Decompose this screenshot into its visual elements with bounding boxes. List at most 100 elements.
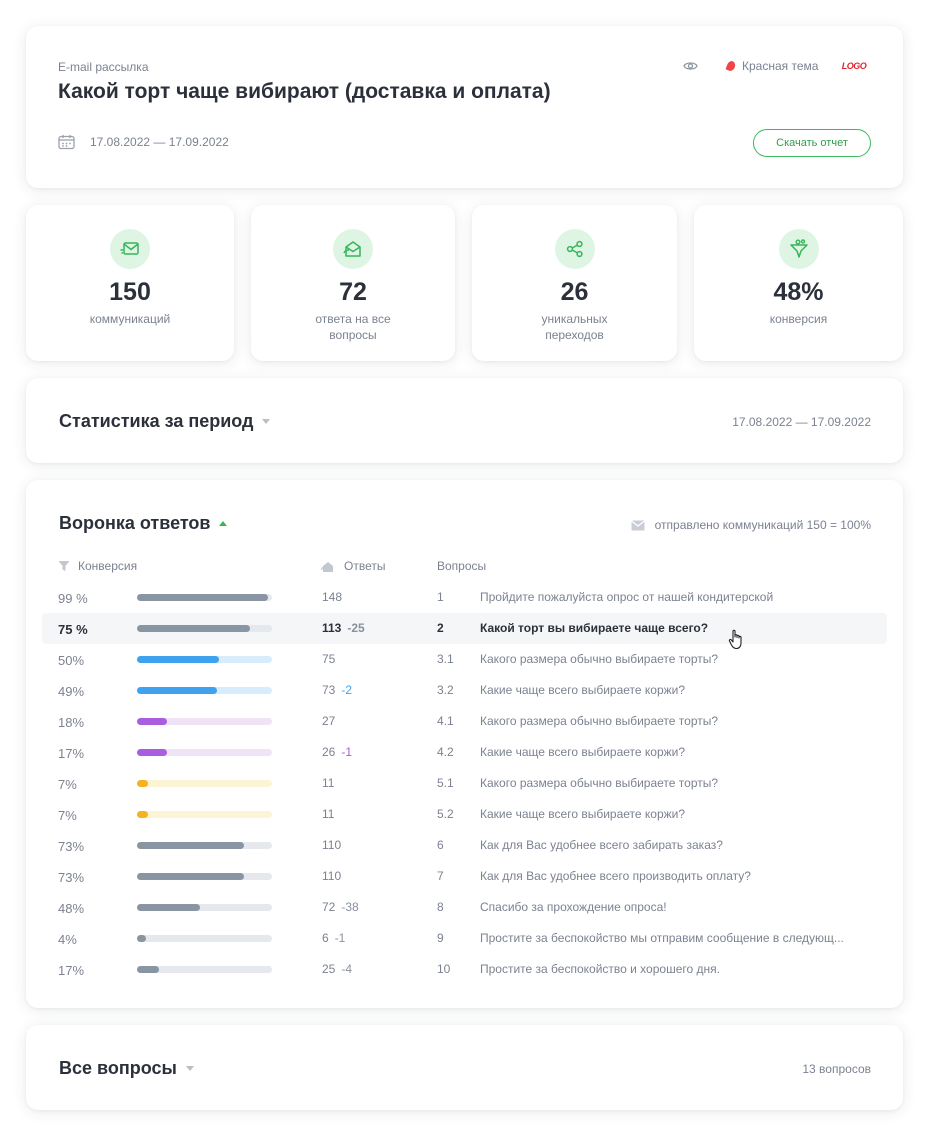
question-number: 9: [437, 931, 444, 945]
funnel-row[interactable]: 4% 6 -1 9 Простите за беспокойство мы отправ…: [42, 923, 887, 954]
stat-card-communications: 150 коммуникаций: [26, 205, 234, 361]
answers-funnel-section: Воронка ответов отправлено коммуникаций …: [26, 480, 903, 1008]
conversion-bar: [137, 904, 272, 911]
date-range-text: 17.08.2022 — 17.09.2022: [90, 135, 229, 149]
survey-header-card: E-mail рассылка Какой торт чаще вибирают…: [26, 26, 903, 188]
funnel-row[interactable]: 48% 72 -38 8 Спасибо за прохождение опроса!: [42, 892, 887, 923]
conversion-bar-fill: [137, 873, 244, 880]
conversion-bar-fill: [137, 594, 268, 601]
conversion-bar-fill: [137, 842, 244, 849]
survey-date-range: 17.08.2022 — 17.09.2022: [58, 134, 229, 150]
share-icon: [554, 229, 595, 269]
answers-delta: -1: [341, 745, 353, 759]
all-questions-section[interactable]: Все вопросы 13 вопросов: [26, 1025, 903, 1110]
funnel-row[interactable]: 7% 11 5.2 Какие чаще всего выбираете коржи?: [42, 799, 887, 830]
download-report-button[interactable]: Скачать отчет: [753, 129, 871, 157]
period-section-title: Статистика за период: [59, 411, 254, 431]
stat-card-conversion: 48% конверсия: [694, 205, 903, 361]
conversion-bar-fill: [137, 749, 167, 756]
conversion-percent: 99 %: [58, 591, 88, 606]
conversion-percent: 73%: [58, 870, 85, 885]
question-text: Спасибо за прохождение опроса!: [480, 900, 667, 914]
funnel-row[interactable]: 99 % 148 1 Пройдите пожалуйста опрос от наш…: [42, 582, 887, 613]
answers-value: 148: [322, 590, 343, 604]
conversion-percent: 49%: [58, 684, 85, 699]
question-text: Какие чаще всего выбираете коржи?: [480, 745, 686, 759]
stat-card-answers: 72 ответа на все вопросы: [251, 205, 455, 361]
answers-count: 110: [322, 869, 347, 883]
period-date-range: 17.08.2022 — 17.09.2022: [732, 415, 871, 429]
conversion-bar: [137, 811, 272, 818]
conversion-bar-fill: [137, 966, 159, 973]
conversion-percent: 17%: [58, 746, 85, 761]
question-number: 1: [437, 590, 444, 604]
conversion-bar-fill: [137, 904, 201, 911]
theme-color-icon: [725, 59, 737, 73]
sent-communications-text: отправлено коммуникаций 150 = 100%: [654, 518, 871, 532]
conversion-bar: [137, 966, 272, 973]
answers-value: 110: [322, 869, 342, 883]
funnel-row[interactable]: 49% 73 -2 3.2 Какие чаще всего выбираете кор…: [42, 675, 887, 706]
question-text: Какой торт вы вибираете чаще всего?: [480, 621, 709, 635]
funnel-row[interactable]: 18% 27 4.1 Какого размера обычно выбираете …: [42, 706, 887, 737]
funnel-row[interactable]: 17% 26 -1 4.2 Какие чаще всего выбираете кор…: [42, 737, 887, 768]
question-number: 5.1: [437, 776, 454, 790]
column-header-conversion: Конверсия: [58, 559, 137, 573]
question-text: Как для Вас удобнее всего производить оп…: [480, 869, 751, 883]
question-number: 4.2: [437, 745, 454, 759]
question-text: Простите за беспокойство и хорошего дня.: [480, 962, 720, 976]
stat-value: 72: [339, 278, 367, 306]
calendar-icon: [58, 135, 75, 150]
sent-communications-info: отправлено коммуникаций 150 = 100%: [630, 518, 871, 532]
stat-label: коммуникаций: [89, 312, 171, 326]
answers-count: 26 -1: [322, 745, 352, 759]
period-section-toggle[interactable]: Статистика за период: [59, 411, 271, 432]
answers-value: 11: [322, 807, 335, 821]
all-questions-toggle[interactable]: Все вопросы: [59, 1058, 194, 1079]
question-text: Какого размера обычно выбираете торты?: [480, 714, 719, 728]
theme-selector[interactable]: Красная тема: [725, 59, 818, 73]
conversion-bar: [137, 873, 272, 880]
answers-value: 75: [322, 652, 336, 666]
answers-value: 113: [322, 621, 342, 635]
funnel-row[interactable]: 75 % 113 -25 2 Какой торт вы вибираете чаще …: [42, 613, 887, 644]
answers-delta: -1: [334, 931, 346, 945]
funnel-row[interactable]: 73% 110 6 Как для Вас удобнее всего забират…: [42, 830, 887, 861]
conversion-bar: [137, 842, 272, 849]
eye-icon[interactable]: [683, 60, 698, 72]
period-stats-section[interactable]: Статистика за период 17.08.2022 — 17.09.…: [26, 378, 903, 463]
funnel-row[interactable]: 7% 11 5.1 Какого размера обычно выбираете т…: [42, 768, 887, 799]
conversion-bar-fill: [137, 935, 147, 942]
hand-cursor-icon: [728, 629, 742, 650]
stat-value: 26: [560, 278, 589, 306]
question-text: Какого размера обычно выбираете торты?: [480, 776, 719, 790]
funnel-section-title: Воронка ответов: [59, 513, 211, 533]
survey-type-label: E-mail рассылка: [58, 60, 149, 74]
funnel-row[interactable]: 73% 110 7 Как для Вас удобнее всего произво…: [42, 861, 887, 892]
question-text: Как для Вас удобнее всего забирать заказ…: [480, 838, 723, 852]
conversion-bar: [137, 625, 272, 632]
question-number: 8: [437, 900, 444, 914]
answers-delta: -2: [341, 683, 353, 697]
conversion-percent: 17%: [58, 963, 85, 978]
conversion-bar-fill: [137, 625, 251, 632]
funnel-section-toggle[interactable]: Воронка ответов: [59, 513, 228, 534]
column-header-label: Ответы: [344, 559, 386, 573]
question-text: Какого размера обычно выбираете торты?: [480, 652, 719, 666]
conversion-bar: [137, 935, 272, 942]
answers-value: 26: [322, 745, 336, 759]
answers-count: 11: [322, 776, 340, 790]
conversion-percent: 75 %: [58, 622, 88, 637]
answers-value: 72: [322, 900, 336, 914]
question-number: 5.2: [437, 807, 454, 821]
answers-value: 110: [322, 838, 342, 852]
funnel-row[interactable]: 50% 75 3.1 Какого размера обычно выбираете …: [42, 644, 887, 675]
conversion-percent: 50%: [58, 653, 85, 668]
mail-icon: [110, 229, 150, 269]
stat-card-transitions: 26 уникальных переходов: [472, 205, 677, 361]
conversion-bar-fill: [137, 811, 148, 818]
reply-icon: [321, 561, 333, 572]
funnel-row[interactable]: 17% 25 -4 10 Простите за беспокойство и хоро…: [42, 954, 887, 985]
stat-label: ответа на все вопросы: [315, 312, 391, 342]
stat-value: 48%: [773, 278, 824, 306]
